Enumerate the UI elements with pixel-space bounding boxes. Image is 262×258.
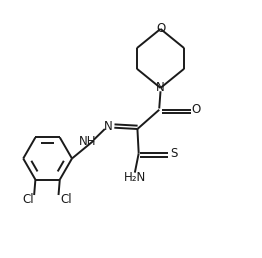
Text: N: N: [104, 120, 113, 133]
Text: S: S: [170, 147, 177, 160]
Text: H₂N: H₂N: [124, 171, 146, 184]
Text: O: O: [192, 103, 201, 116]
Text: Cl: Cl: [60, 193, 72, 206]
Text: N: N: [156, 82, 165, 94]
Text: Cl: Cl: [23, 193, 34, 206]
Text: O: O: [156, 22, 165, 35]
Text: NH: NH: [79, 135, 96, 148]
